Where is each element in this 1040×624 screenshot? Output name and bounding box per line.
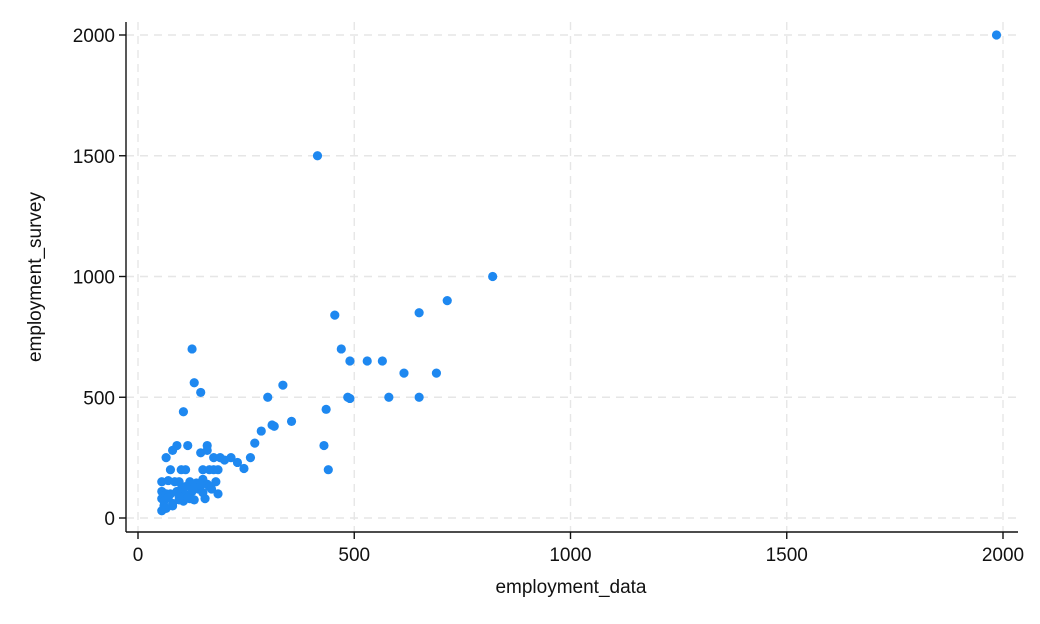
x-tick-label: 1000 bbox=[549, 545, 591, 566]
scatter-point bbox=[198, 465, 208, 475]
x-tick-label: 2000 bbox=[982, 545, 1024, 566]
scatter-point bbox=[250, 438, 260, 448]
scatter-point bbox=[174, 477, 184, 487]
scatter-point bbox=[183, 492, 193, 503]
scatter-point bbox=[209, 453, 219, 463]
scatter-point bbox=[196, 480, 206, 490]
scatter-point bbox=[399, 368, 409, 378]
scatter-point bbox=[384, 392, 394, 402]
scatter-point bbox=[213, 489, 223, 499]
scatter-point bbox=[442, 296, 452, 306]
x-tick-label: 500 bbox=[338, 545, 370, 566]
scatter-point bbox=[321, 404, 331, 414]
scatter-point bbox=[168, 501, 178, 511]
x-tick-label: 1500 bbox=[766, 545, 808, 566]
scatter-point bbox=[239, 463, 249, 474]
scatter-point bbox=[202, 445, 212, 455]
scatter-point bbox=[362, 356, 372, 366]
scatter-point bbox=[345, 393, 355, 404]
scatter-point bbox=[269, 421, 279, 431]
y-tick-label: 1000 bbox=[73, 268, 115, 289]
scatter-point bbox=[488, 271, 498, 282]
scatter-point bbox=[256, 426, 266, 436]
scatter-point bbox=[312, 151, 323, 161]
scatter-point bbox=[336, 344, 346, 354]
scatter-point bbox=[323, 465, 333, 475]
scatter-point bbox=[174, 491, 184, 501]
scatter-point bbox=[232, 457, 243, 468]
y-axis-title: employment_survey bbox=[25, 191, 46, 362]
y-tick-label: 2000 bbox=[73, 26, 115, 47]
scatter-point bbox=[183, 440, 193, 451]
scatter-point bbox=[157, 506, 167, 516]
scatter-point bbox=[204, 482, 214, 492]
scatter-point bbox=[377, 356, 387, 366]
scatter-point bbox=[161, 453, 171, 463]
y-tick-label: 0 bbox=[104, 509, 115, 530]
scatter-point bbox=[200, 494, 210, 504]
scatter-point bbox=[414, 308, 424, 318]
scatter-point bbox=[991, 30, 1002, 40]
scatter-point bbox=[278, 380, 288, 390]
scatter-point bbox=[345, 356, 355, 366]
y-tick-label: 1500 bbox=[73, 147, 115, 168]
scatter-point bbox=[263, 392, 273, 402]
scatter-point bbox=[330, 310, 340, 320]
scatter-point bbox=[178, 407, 189, 417]
scatter-point bbox=[286, 416, 297, 426]
grid-layer bbox=[126, 22, 1018, 532]
scatter-point bbox=[180, 482, 191, 492]
x-axis-title: employment_data bbox=[495, 577, 646, 598]
scatter-point bbox=[245, 453, 256, 463]
scatter-point bbox=[431, 368, 442, 378]
scatter-point bbox=[213, 465, 223, 475]
scatter-point bbox=[180, 465, 191, 475]
x-tick-label: 0 bbox=[133, 545, 144, 566]
scatter-point bbox=[189, 378, 199, 388]
points-layer bbox=[157, 30, 1002, 516]
scatter-point bbox=[168, 445, 178, 455]
scatter-point bbox=[165, 465, 176, 475]
scatter-point bbox=[211, 477, 221, 487]
scatter-point bbox=[187, 344, 197, 354]
scatter-point bbox=[226, 453, 236, 463]
scatter-point bbox=[414, 392, 424, 402]
ticks-layer: 0 500 1000 1500 2000 0 500 1000 1500 2000 bbox=[73, 26, 1024, 566]
y-tick-label: 500 bbox=[83, 388, 115, 409]
scatter-point bbox=[196, 387, 206, 398]
scatter-point bbox=[319, 440, 329, 451]
